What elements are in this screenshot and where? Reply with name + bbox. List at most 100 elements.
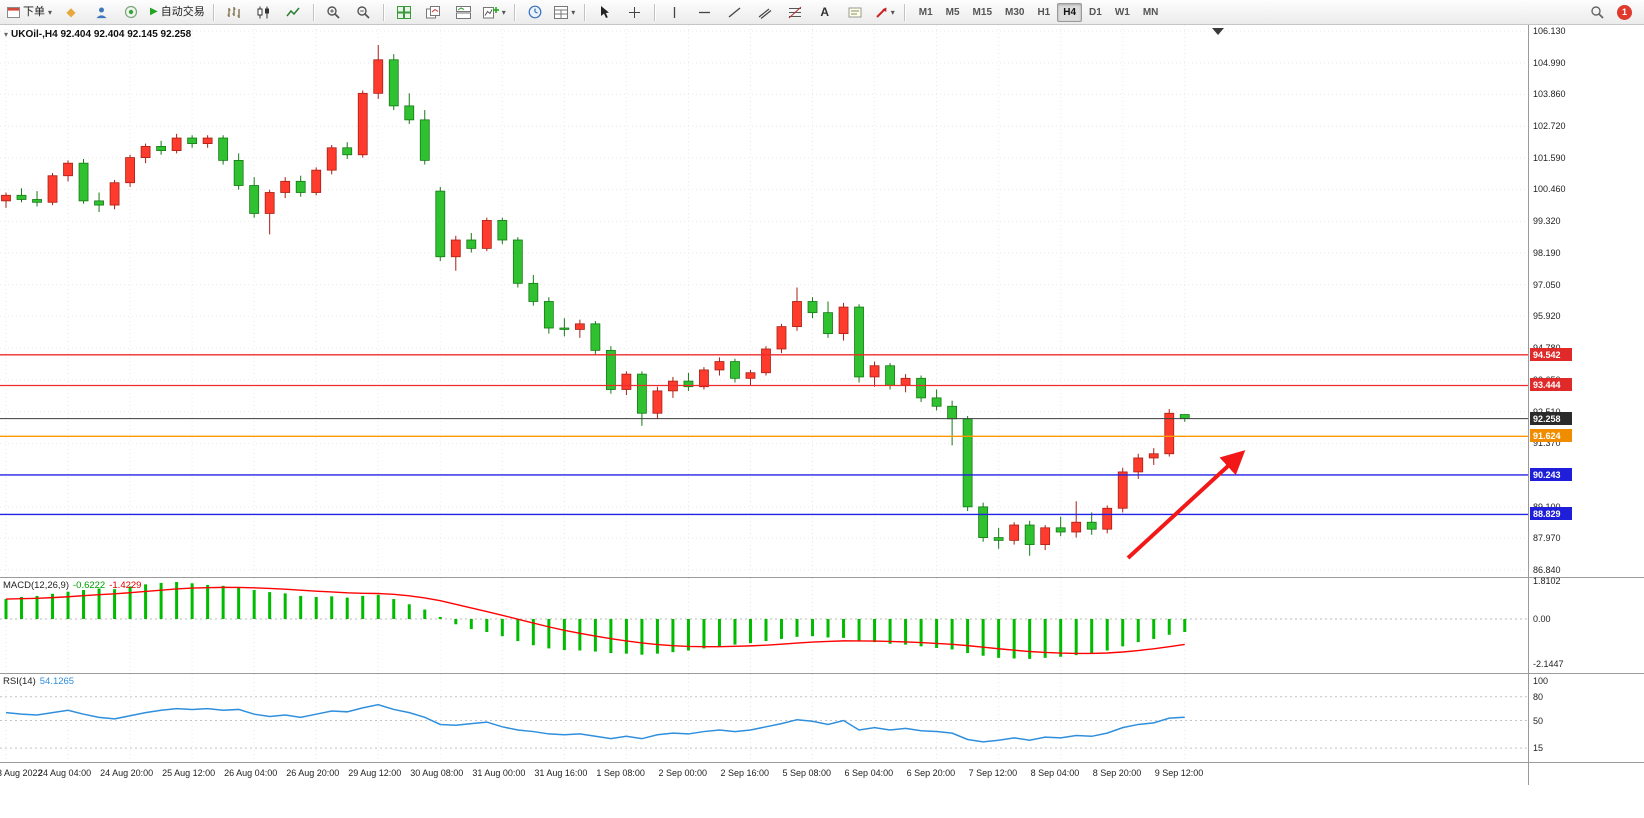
macd-histogram-bar [1167, 619, 1171, 635]
notification-badge[interactable]: 1 [1617, 4, 1632, 20]
bar-chart-button[interactable] [220, 2, 248, 23]
candle-body [512, 239, 523, 284]
crosshair-icon [629, 6, 641, 18]
macd-histogram-bar [82, 590, 86, 619]
arrows-caret-icon: ▾ [890, 7, 895, 17]
macd-histogram-bar [826, 619, 830, 638]
macd-histogram-bar [748, 619, 752, 644]
price-line-badge: 90.243 [1530, 467, 1572, 481]
macd-histogram-bar [935, 619, 939, 648]
candle-body [171, 137, 182, 151]
main-chart-canvas[interactable] [0, 25, 1528, 577]
macd-histogram-bar [578, 619, 582, 651]
macd-signal-line [5, 586, 1185, 655]
line-chart-button[interactable] [280, 2, 308, 23]
panel-separator[interactable] [0, 577, 1644, 578]
macd-histogram-bar [857, 619, 861, 642]
macd-histogram-bar [221, 585, 225, 619]
macd-histogram-bar [252, 590, 256, 619]
zoom-in-button[interactable] [320, 2, 348, 23]
arrows-button[interactable]: ▾ [871, 2, 899, 23]
macd-histogram-bar [702, 619, 706, 649]
toolbar-right-group: 1 [1583, 2, 1640, 23]
macd-histogram-bar [981, 619, 985, 656]
time-axis-label: 6 Sep 04:00 [844, 768, 894, 778]
timeframe-button-mn[interactable]: MN [1142, 6, 1159, 18]
time-axis-label: 2 Sep 16:00 [720, 768, 770, 778]
trendline-button[interactable] [721, 2, 749, 23]
candle-body [962, 418, 973, 508]
tile-horizontal-button[interactable] [450, 2, 478, 23]
macd-histogram-bar [904, 619, 908, 645]
clock-icon [528, 5, 542, 19]
macd-histogram-bar [655, 619, 659, 654]
vertical-line-button[interactable] [661, 2, 689, 23]
new-chart-button[interactable]: ▾ [480, 2, 509, 23]
panel-separator[interactable] [0, 673, 1644, 674]
strategy-tester-button[interactable] [521, 2, 549, 23]
timeframe-button-h4[interactable]: H4 [1057, 2, 1083, 22]
price-line-badge: 88.829 [1530, 507, 1572, 521]
cascade-windows-button[interactable] [420, 2, 448, 23]
macd-histogram-bar [1074, 619, 1078, 656]
macd-histogram-bar [283, 593, 287, 619]
autotrade-button[interactable]: ▶ 自动交易 [147, 2, 208, 23]
macd-name: MACD(12,26,9) [3, 580, 69, 591]
timeframe-button-m1[interactable]: M1 [918, 6, 933, 18]
candle-body [683, 380, 694, 388]
candle-body [1148, 453, 1159, 459]
tile-windows-icon [396, 5, 411, 19]
chart-shift-marker[interactable] [1212, 28, 1224, 35]
price-axis[interactable]: 106.130 104.990 103.860 102.720 101.590 100.4… [1529, 0, 1644, 818]
macd-histogram-bar [1105, 619, 1109, 651]
candlestick-chart-icon [257, 6, 270, 18]
price-axis-label: 97.050 [1533, 279, 1561, 290]
rsi-panel-canvas[interactable] [0, 674, 1528, 762]
macd-histogram-bar [531, 619, 535, 646]
macd-histogram-bar [268, 592, 272, 619]
macd-histogram-bar [609, 619, 613, 654]
channel-button[interactable] [751, 2, 779, 23]
candle-body [947, 405, 958, 420]
horizontal-line-button[interactable] [691, 2, 719, 23]
mql5-community-button[interactable]: ◆ [57, 2, 85, 23]
price-line-badge: 93.444 [1530, 378, 1572, 392]
ea-status-button[interactable] [117, 2, 145, 23]
timeframe-button-m30[interactable]: M30 [1005, 6, 1025, 18]
macd-panel-canvas[interactable] [0, 578, 1528, 673]
rsi-label: RSI(14) 54.1265 [3, 676, 74, 687]
text-button[interactable]: A [811, 2, 839, 23]
candle-body [218, 137, 229, 161]
candle-body [761, 348, 771, 374]
cursor-button[interactable] [591, 2, 619, 23]
candle-body [776, 326, 787, 350]
timeframe-button-m15[interactable]: M15 [972, 6, 992, 18]
macd-histogram-bar [407, 604, 411, 619]
rsi-line [5, 703, 1185, 743]
crosshair-button[interactable] [621, 2, 649, 23]
zoom-out-button[interactable] [350, 2, 378, 23]
profile-button[interactable] [87, 2, 115, 23]
data-window-button[interactable]: ▾ [551, 2, 579, 23]
time-axis-label: 26 Aug 20:00 [286, 768, 340, 778]
timeframe-button-h1[interactable]: H1 [1037, 6, 1051, 18]
macd-histogram-bar [717, 619, 721, 647]
candle-body [326, 147, 337, 171]
timeframe-button-d1[interactable]: D1 [1089, 6, 1102, 18]
candlestick-chart-button[interactable] [250, 2, 278, 23]
text-label-button[interactable] [841, 2, 869, 23]
trend-arrow-annotation[interactable] [1126, 450, 1246, 560]
timeframe-button-m5[interactable]: M5 [945, 6, 960, 18]
search-button[interactable] [1583, 2, 1611, 23]
new-order-button[interactable]: 下单 ▾ [4, 2, 55, 23]
ea-status-icon [124, 5, 138, 19]
candle-body [543, 301, 554, 329]
fibonacci-button[interactable] [781, 2, 809, 23]
tile-windows-button[interactable] [390, 2, 418, 23]
macd-histogram-bar [345, 597, 349, 619]
candle-body [993, 537, 1004, 541]
time-axis-label: 23 Aug 2022 [0, 768, 43, 778]
rsi-value: 54.1265 [39, 676, 75, 687]
timeframe-button-w1[interactable]: W1 [1114, 6, 1130, 18]
